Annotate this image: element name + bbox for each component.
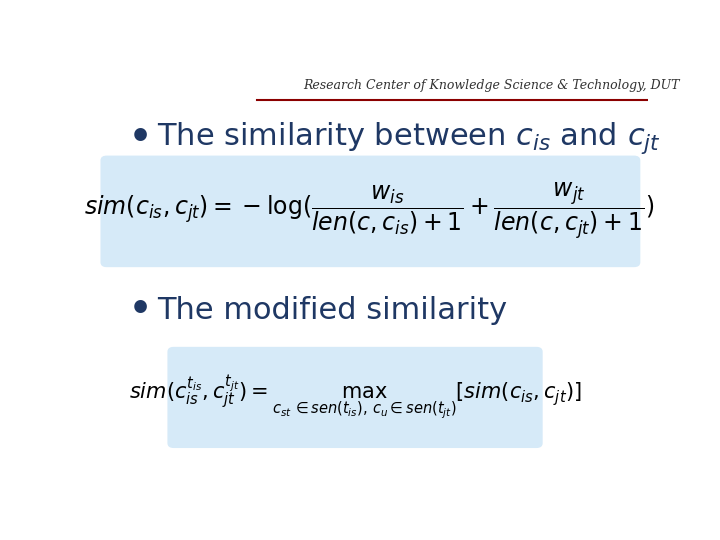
Text: $sim(c_{is}, c_{jt}) = -\log(\dfrac{w_{is}}{len(c, c_{is})+1} + \dfrac{w_{jt}}{l: $sim(c_{is}, c_{jt}) = -\log(\dfrac{w_{i… xyxy=(84,180,654,241)
Text: •: • xyxy=(129,120,152,154)
Text: $sim(c_{is}^{t_{is}}, c_{jt}^{t_{jt}}) = \max_{c_{st} \in sen(t_{is}),\, c_u \in: $sim(c_{is}^{t_{is}}, c_{jt}^{t_{jt}}) =… xyxy=(129,373,582,422)
Text: The modified similarity: The modified similarity xyxy=(157,295,507,325)
Text: •: • xyxy=(129,293,152,327)
FancyBboxPatch shape xyxy=(168,348,542,447)
FancyBboxPatch shape xyxy=(101,156,639,266)
Text: The similarity between $c_{is}$ and $c_{jt}$: The similarity between $c_{is}$ and $c_{… xyxy=(157,120,661,156)
Text: Research Center of Knowledge Science & Technology, DUT: Research Center of Knowledge Science & T… xyxy=(304,79,680,92)
